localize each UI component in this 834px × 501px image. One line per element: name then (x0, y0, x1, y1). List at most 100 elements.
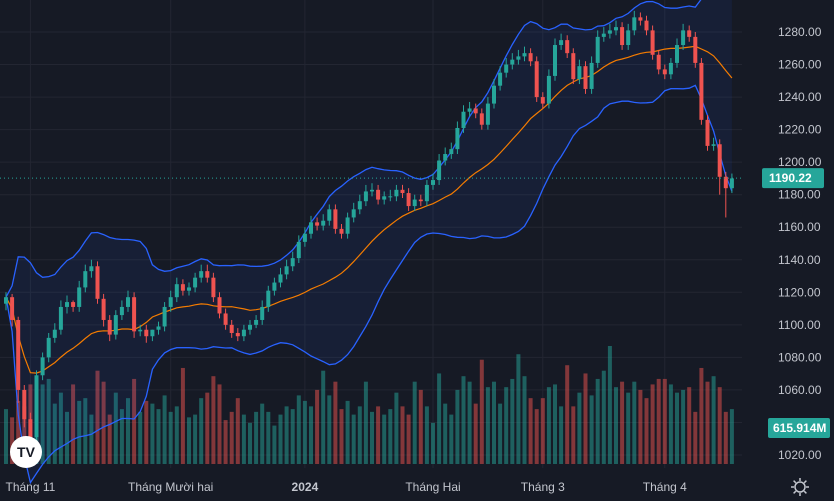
volume-bar (229, 411, 234, 464)
volume-bar (681, 389, 686, 464)
candle-body (266, 290, 271, 307)
volume-bar (607, 346, 612, 464)
candle-body (498, 72, 503, 86)
candle-body (370, 189, 374, 192)
last-price-value: 1190.22 (769, 171, 812, 185)
volume-bar (296, 395, 301, 464)
candle-body (150, 329, 155, 337)
candle-body (126, 297, 130, 307)
volume-bar (650, 384, 655, 464)
candle-body (443, 154, 448, 161)
candle-body (431, 180, 435, 185)
time-axis[interactable]: Tháng 11 Tháng Mười hai 2024 Tháng Hai Tháng… (5, 480, 687, 494)
candle-body (223, 313, 228, 325)
time-tick-label: Tháng 11 (5, 480, 55, 494)
candle-body (235, 332, 240, 337)
volume-bar (126, 398, 130, 464)
price-axis[interactable]: 1020.001040.001060.001080.001100.001120.… (778, 25, 822, 462)
candle-body (345, 217, 350, 234)
candle-body (400, 189, 405, 194)
candle-body (485, 103, 490, 125)
volume-bar (577, 392, 582, 464)
candle-body (302, 233, 307, 242)
time-tick-label: Tháng 3 (521, 480, 565, 494)
candle-body (260, 306, 265, 320)
volume-bar (205, 392, 210, 464)
candle-body (559, 40, 564, 46)
volume-bar (693, 411, 698, 464)
candle-body (723, 176, 728, 189)
volume-bar (412, 381, 417, 464)
candle-body (662, 69, 667, 75)
volume-bar (321, 370, 326, 464)
candle-body (119, 306, 124, 316)
volume-bar (400, 406, 405, 464)
candle-body (650, 30, 655, 55)
candle-body (595, 36, 600, 63)
volume-bar (522, 376, 527, 464)
candle-body (290, 258, 295, 267)
price-tick-label: 1280.00 (778, 25, 822, 39)
candle-body (711, 144, 716, 146)
candle-body (492, 85, 496, 104)
candle-body (211, 277, 216, 298)
volume-bar (717, 387, 722, 464)
volume-bar (626, 392, 631, 464)
volume-bar (272, 425, 277, 464)
volume-bar (309, 406, 313, 464)
volume-bar (4, 409, 8, 464)
candle-body (162, 306, 167, 327)
volume-bar (705, 381, 710, 464)
volume-bar (534, 409, 539, 464)
candle-body (376, 189, 381, 200)
volume-bar (351, 414, 356, 464)
volume-bar (65, 411, 69, 464)
volume-bar (601, 370, 606, 464)
volume-bar (729, 409, 734, 464)
candle-body (113, 315, 118, 335)
candle-body (28, 419, 33, 438)
volume-bar (632, 381, 637, 464)
candle-body (424, 184, 429, 202)
candle-body (272, 282, 277, 291)
candle-body (132, 297, 137, 332)
volume-bar (443, 403, 448, 464)
candle-body (449, 149, 454, 155)
volume-bar (498, 403, 503, 464)
time-tick-label: Tháng Mười hai (128, 480, 213, 494)
volume-bar (571, 406, 576, 464)
volume-bar (260, 403, 265, 464)
volume-bar (345, 400, 350, 464)
volume-bar (302, 400, 307, 464)
volume-bar (235, 398, 240, 464)
volume-bar (77, 400, 82, 464)
volume-bar (10, 417, 15, 464)
price-tick-label: 1240.00 (778, 90, 822, 104)
candle-body (644, 20, 649, 31)
moving-average-line (5, 45, 733, 374)
candle-body (16, 319, 21, 390)
volume-bar (662, 378, 667, 464)
price-tick-label: 1100.00 (778, 318, 821, 332)
candle-body (95, 266, 100, 299)
volume-bar (89, 414, 94, 464)
candle-body (83, 271, 88, 288)
candle-body (693, 36, 698, 63)
volume-bar (644, 398, 649, 464)
volume-bar (339, 409, 344, 464)
volume-bar (638, 389, 643, 464)
tradingview-logo[interactable]: TV (10, 436, 42, 468)
volume-bar (223, 420, 228, 464)
volume-bar (144, 400, 149, 464)
volume-bar (675, 392, 679, 464)
candle-body (729, 178, 734, 189)
candle-body (461, 111, 466, 128)
candle-body (229, 324, 234, 333)
price-tick-label: 1140.00 (778, 253, 821, 267)
volume-bar (248, 422, 252, 464)
volume-bar (388, 409, 393, 464)
volume-bar (107, 414, 112, 464)
candle-body (577, 66, 582, 80)
settings-gear-icon[interactable] (791, 478, 809, 496)
